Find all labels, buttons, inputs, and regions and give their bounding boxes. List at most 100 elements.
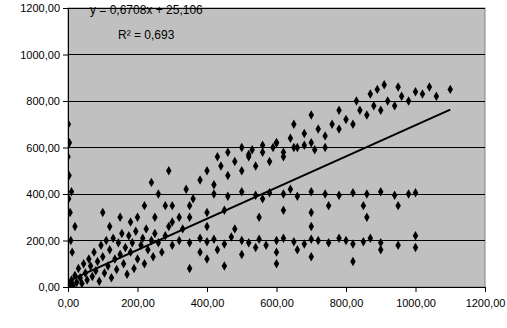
- tick: 400,00: [191, 287, 225, 309]
- tick-label: 1000,00: [20, 49, 60, 61]
- plot-area: [68, 8, 485, 287]
- scatter-point: [81, 259, 86, 268]
- tick: 200,00: [121, 287, 155, 309]
- tick-mark: [68, 287, 69, 292]
- scatter-point: [79, 279, 84, 287]
- scatter-point: [326, 238, 331, 247]
- scatter-point: [364, 189, 369, 198]
- scatter-point: [406, 96, 411, 105]
- scatter-point: [357, 106, 362, 115]
- scatter-point: [90, 272, 95, 281]
- scatter-point: [448, 85, 453, 94]
- tick-mark: [207, 287, 208, 292]
- scatter-point: [343, 115, 348, 124]
- tick-mark: [63, 241, 68, 242]
- scatter-point: [315, 124, 320, 133]
- scatter-point: [84, 275, 89, 284]
- tick-label: 1200,00: [466, 297, 506, 309]
- scatter-point: [315, 236, 320, 245]
- scatter-point: [413, 243, 418, 252]
- scatter-point: [309, 110, 314, 119]
- scatter-point: [399, 92, 404, 101]
- tick-mark: [416, 287, 417, 292]
- tick-mark: [63, 148, 68, 149]
- tick: 1000,00: [396, 287, 436, 309]
- scatter-point: [302, 129, 307, 138]
- scatter-point: [267, 157, 272, 166]
- tick-mark: [63, 55, 68, 56]
- scatter-point: [302, 239, 307, 248]
- scatter-point: [322, 143, 327, 152]
- scatter-point: [239, 236, 244, 245]
- chart-container: 0,00 200,00 400,00 600,00 800,00 1000,00 1200,…: [0, 0, 507, 328]
- tick-label: 600,00: [260, 297, 294, 309]
- scatter-point: [156, 189, 161, 198]
- scatter-point: [329, 120, 334, 129]
- scatter-point: [116, 238, 121, 247]
- scatter-point: [312, 145, 317, 154]
- scatter-point: [163, 201, 168, 210]
- scatter-point: [69, 187, 74, 196]
- scatter-point: [420, 89, 425, 98]
- scatter-point: [131, 264, 136, 273]
- scatter-point: [361, 237, 366, 246]
- scatter-point: [364, 110, 369, 119]
- tick: 800,00: [26, 95, 68, 107]
- scatter-point: [95, 257, 100, 266]
- scatter-point: [114, 265, 119, 274]
- scatter-point: [130, 238, 135, 247]
- chart-svg: 0,00 200,00 400,00 600,00 800,00 1000,00 1200,…: [0, 0, 507, 328]
- scatter-point: [263, 240, 268, 249]
- scatter-point: [142, 201, 147, 210]
- tick-mark: [63, 287, 68, 288]
- scatter-point: [274, 236, 279, 245]
- scatter-point: [368, 233, 373, 242]
- scatter-point: [378, 187, 383, 196]
- scatter-point: [253, 161, 258, 170]
- scatter-point: [187, 238, 192, 247]
- scatter-point: [119, 229, 124, 238]
- tick-label: 1200,00: [20, 2, 60, 14]
- tick-label: 600,00: [26, 142, 60, 154]
- scatter-point: [295, 192, 300, 201]
- scatter-point: [326, 201, 331, 210]
- tick-label: 0,00: [39, 281, 60, 293]
- scatter-point: [239, 250, 244, 259]
- scatter-point: [170, 201, 175, 210]
- scatter-point: [211, 235, 216, 244]
- y-axis: 0,00200,00400,00600,00800,001000,001200,…: [20, 2, 68, 293]
- scatter-point: [322, 131, 327, 140]
- annotation: R² = 0,693: [118, 28, 175, 42]
- scatter-point: [183, 185, 188, 194]
- annotation: y = 0,6708x + 25,106: [90, 3, 203, 17]
- grid-line: [68, 194, 485, 195]
- scatter-point: [149, 178, 154, 187]
- scatter-point: [288, 185, 293, 194]
- scatter-point: [68, 208, 73, 217]
- scatter-point: [336, 233, 341, 242]
- scatter-point: [281, 152, 286, 161]
- scatter-point: [281, 189, 286, 198]
- scatter-point: [98, 240, 103, 249]
- scatter-point: [336, 124, 341, 133]
- scatter-point: [309, 235, 314, 244]
- scatter-point: [109, 273, 114, 282]
- scatter-point: [413, 231, 418, 240]
- scatter-point: [295, 143, 300, 152]
- scatter-point: [239, 187, 244, 196]
- tick-mark: [277, 287, 278, 292]
- scatter-point: [190, 194, 195, 203]
- scatter-point: [215, 152, 220, 161]
- scatter-point: [371, 101, 376, 110]
- scatter-point: [232, 157, 237, 166]
- tick-mark: [138, 287, 139, 292]
- scatter-point: [135, 213, 140, 222]
- scatter-point: [204, 208, 209, 217]
- scatter-point: [354, 96, 359, 105]
- tick-mark: [63, 101, 68, 102]
- scatter-point: [123, 243, 128, 252]
- scatter-point: [197, 175, 202, 184]
- scatter-point: [68, 152, 71, 161]
- scatter-point: [100, 252, 105, 261]
- scatter-point: [350, 239, 355, 248]
